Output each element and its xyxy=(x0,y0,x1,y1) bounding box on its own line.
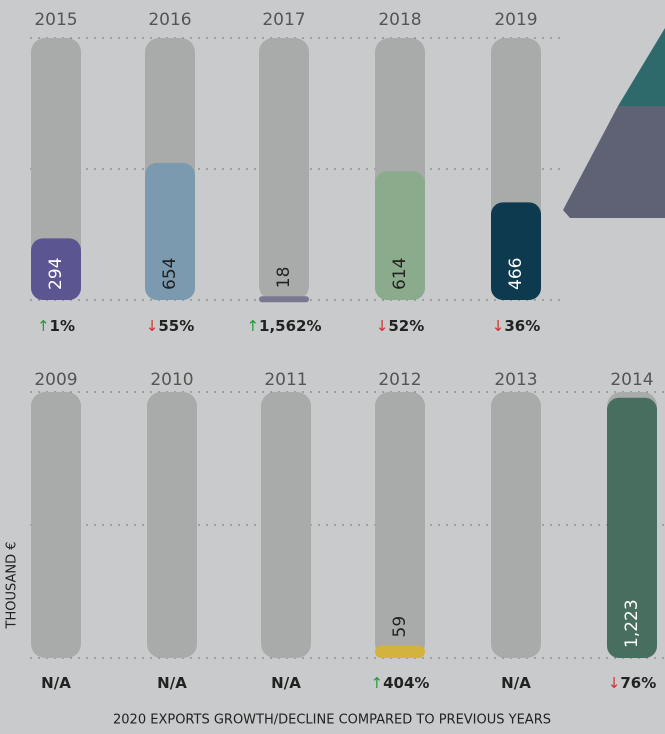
x-tick-label: 2016 xyxy=(148,10,191,30)
x-tick-label: 2017 xyxy=(262,10,305,30)
x-tick-label: 2013 xyxy=(494,370,537,390)
value-label: 614 xyxy=(390,258,410,290)
change-arrow: ↓ xyxy=(608,674,621,692)
change-label: ↓55% xyxy=(146,317,194,335)
bar-track xyxy=(31,38,81,300)
change-text: 1,562% xyxy=(259,317,321,335)
x-tick-label: 2011 xyxy=(264,370,307,390)
bar xyxy=(375,645,425,658)
change-label: N/A xyxy=(157,674,187,692)
change-arrow: ↑ xyxy=(246,317,259,335)
value-label: 466 xyxy=(506,258,526,290)
change-arrow: ↑ xyxy=(37,317,50,335)
change-text: 76% xyxy=(620,674,656,692)
change-arrow: ↓ xyxy=(492,317,505,335)
change-text: N/A xyxy=(41,674,71,692)
change-text: 1% xyxy=(50,317,75,335)
bar-track xyxy=(375,392,425,658)
bar xyxy=(491,202,541,300)
change-label: ↓76% xyxy=(608,674,656,692)
change-label: ↑1% xyxy=(37,317,75,335)
bar xyxy=(31,238,81,300)
change-arrow: ↓ xyxy=(146,317,159,335)
change-label: ↑404% xyxy=(371,674,430,692)
x-tick-label: 2015 xyxy=(34,10,77,30)
change-text: N/A xyxy=(157,674,187,692)
bar-track xyxy=(31,392,81,658)
change-label: ↑1,562% xyxy=(246,317,321,335)
bar xyxy=(607,397,657,658)
x-tick-label: 2012 xyxy=(378,370,421,390)
value-label: 59 xyxy=(390,616,410,638)
x-tick-label: 2018 xyxy=(378,10,421,30)
x-tick-label: 2009 xyxy=(34,370,77,390)
value-label: 654 xyxy=(160,258,180,290)
change-label: ↓52% xyxy=(376,317,424,335)
change-text: N/A xyxy=(501,674,531,692)
change-arrow: ↓ xyxy=(376,317,389,335)
caption: 2020 EXPORTS GROWTH/DECLINE COMPARED TO … xyxy=(113,713,551,728)
x-tick-label: 2010 xyxy=(150,370,193,390)
change-label: N/A xyxy=(501,674,531,692)
change-text: 404% xyxy=(383,674,429,692)
value-label: 1,223 xyxy=(622,599,642,648)
change-arrow: ↑ xyxy=(371,674,384,692)
change-text: N/A xyxy=(271,674,301,692)
value-label: 294 xyxy=(46,258,66,290)
decoration xyxy=(618,28,665,106)
change-label: N/A xyxy=(41,674,71,692)
value-label: 18 xyxy=(274,267,294,289)
bar xyxy=(145,162,195,300)
change-text: 55% xyxy=(158,317,194,335)
decoration xyxy=(563,106,665,218)
bar-track xyxy=(491,392,541,658)
change-label: ↓36% xyxy=(492,317,540,335)
bar-track xyxy=(147,392,197,658)
y-axis-label: THOUSAND € xyxy=(5,542,20,630)
x-tick-label: 2014 xyxy=(610,370,653,390)
bar-track xyxy=(259,38,309,300)
bar-track xyxy=(261,392,311,658)
change-text: 36% xyxy=(504,317,540,335)
change-text: 52% xyxy=(388,317,424,335)
x-tick-label: 2019 xyxy=(494,10,537,30)
bar xyxy=(259,296,309,303)
change-label: N/A xyxy=(271,674,301,692)
bar xyxy=(375,171,425,300)
